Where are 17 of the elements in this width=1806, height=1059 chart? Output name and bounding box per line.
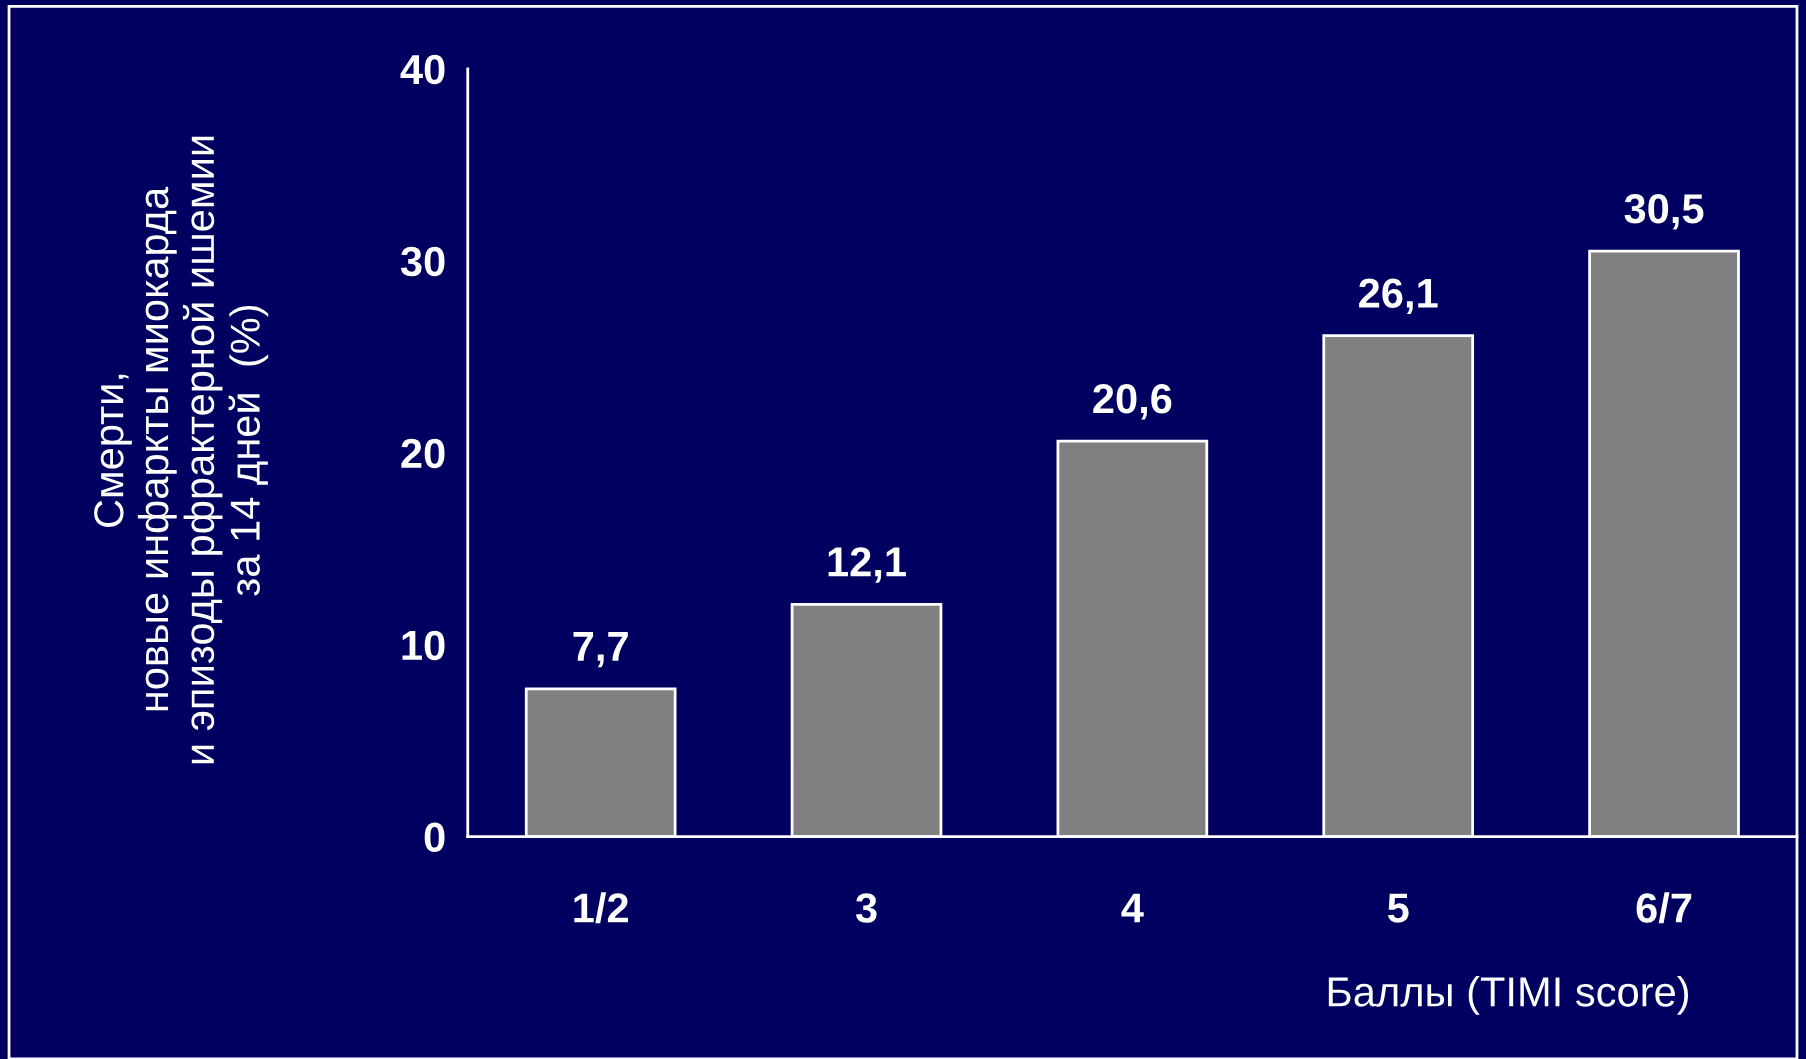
data-label: 26,1: [1359, 278, 1438, 314]
data-label: 30,5: [1624, 194, 1704, 230]
x-axis-title: Баллы (TIMI score): [1328, 976, 1689, 1015]
y-tick-label: 30: [400, 246, 445, 277]
data-label: 12,1: [828, 547, 906, 583]
x-tick-label: 4: [1121, 893, 1144, 923]
data-label: 7,7: [573, 632, 628, 668]
y-tick-label: 20: [401, 438, 445, 469]
x-tick-label: 6/7: [1636, 892, 1692, 924]
x-tick-label: 1/2: [574, 892, 628, 924]
x-tick-label: 5: [1387, 893, 1409, 923]
y-tick-label: 40: [400, 54, 445, 85]
y-axis-title: Смерти, новые инфаркты миокарда и эпизоды рфрактерной ишемии за 14 дней (%): [94, 136, 269, 764]
data-label: 20,6: [1093, 384, 1172, 420]
y-tick-label: 10: [402, 630, 445, 661]
y-tick-label: 0: [424, 822, 445, 853]
x-tick-label: 3: [855, 893, 877, 923]
